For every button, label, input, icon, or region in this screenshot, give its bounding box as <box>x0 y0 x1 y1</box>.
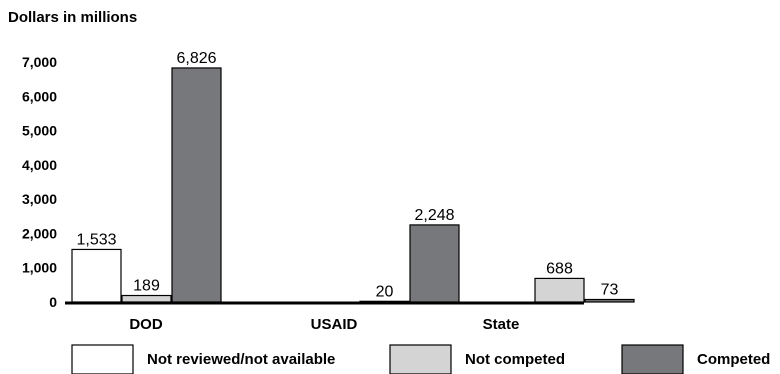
legend-label: Not reviewed/not available <box>147 351 335 368</box>
bar <box>534 277 585 303</box>
y-tick-label: 3,000 <box>22 191 57 207</box>
bar <box>409 224 460 303</box>
y-axis-label: Dollars in millions <box>8 9 137 26</box>
data-label: 73 <box>601 281 619 298</box>
legend-swatch <box>71 344 134 374</box>
bars <box>71 67 635 303</box>
data-label: 20 <box>376 283 394 300</box>
bar <box>584 298 635 303</box>
data-labels: 1,533 189 6,826 20 2,248 688 73 <box>76 50 618 300</box>
bar <box>121 294 172 303</box>
legend-label: Competed <box>697 351 770 368</box>
y-tick-label: 4,000 <box>22 157 57 173</box>
bar <box>71 248 122 303</box>
category-labels: DOD USAID State <box>129 316 519 333</box>
y-tick-label: 7,000 <box>22 54 57 70</box>
y-tick-label: 1,000 <box>22 260 57 276</box>
y-tick-label: 6,000 <box>22 88 57 104</box>
y-axis-ticks: 7,000 6,000 5,000 4,000 3,000 2,000 1,000 0 <box>22 54 57 310</box>
y-tick-label: 2,000 <box>22 225 57 241</box>
legend-swatch <box>389 344 452 374</box>
legend: Not reviewed/not available Not competed Co… <box>71 344 770 374</box>
data-label: 189 <box>133 278 160 295</box>
legend-label: Not competed <box>465 351 565 368</box>
data-label: 6,826 <box>176 50 216 67</box>
x-category-label: USAID <box>311 316 358 333</box>
x-category-label: DOD <box>129 316 163 333</box>
y-tick-label: 5,000 <box>22 123 57 139</box>
data-label: 2,248 <box>414 207 454 224</box>
y-tick-label: 0 <box>49 294 57 310</box>
legend-swatch <box>621 344 684 374</box>
bar <box>171 67 222 303</box>
data-label: 688 <box>546 260 573 277</box>
data-label: 1,533 <box>76 231 116 248</box>
x-category-label: State <box>483 316 520 333</box>
